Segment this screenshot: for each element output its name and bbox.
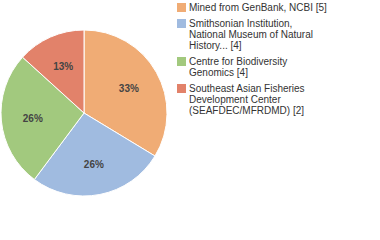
data-labels: 33% 26% 26% 13% (23, 61, 139, 170)
data-label: 26% (23, 113, 43, 124)
legend-swatch (177, 19, 186, 28)
legend-swatch (177, 3, 186, 12)
pie (1, 30, 167, 196)
legend-label: Southeast Asian FisheriesDevelopment Cen… (189, 83, 305, 116)
legend-swatch (177, 84, 186, 93)
legend-label: Centre for BiodiversityGenomics [4] (189, 56, 287, 78)
data-label: 33% (119, 83, 139, 94)
legend-label: Smithsonian Institution,National Museum … (189, 18, 313, 51)
legend-label: Mined from GenBank, NCBI [5] (189, 2, 327, 13)
data-label: 13% (53, 61, 73, 72)
data-label: 26% (84, 159, 104, 170)
pie-slice (23, 30, 84, 113)
chart: 33% 26% 26% 13% Mined from GenBank, NCBI [5]… (0, 0, 380, 240)
legend: Mined from GenBank, NCBI [5] Smithsonian … (177, 2, 327, 116)
legend-swatch (177, 57, 186, 66)
